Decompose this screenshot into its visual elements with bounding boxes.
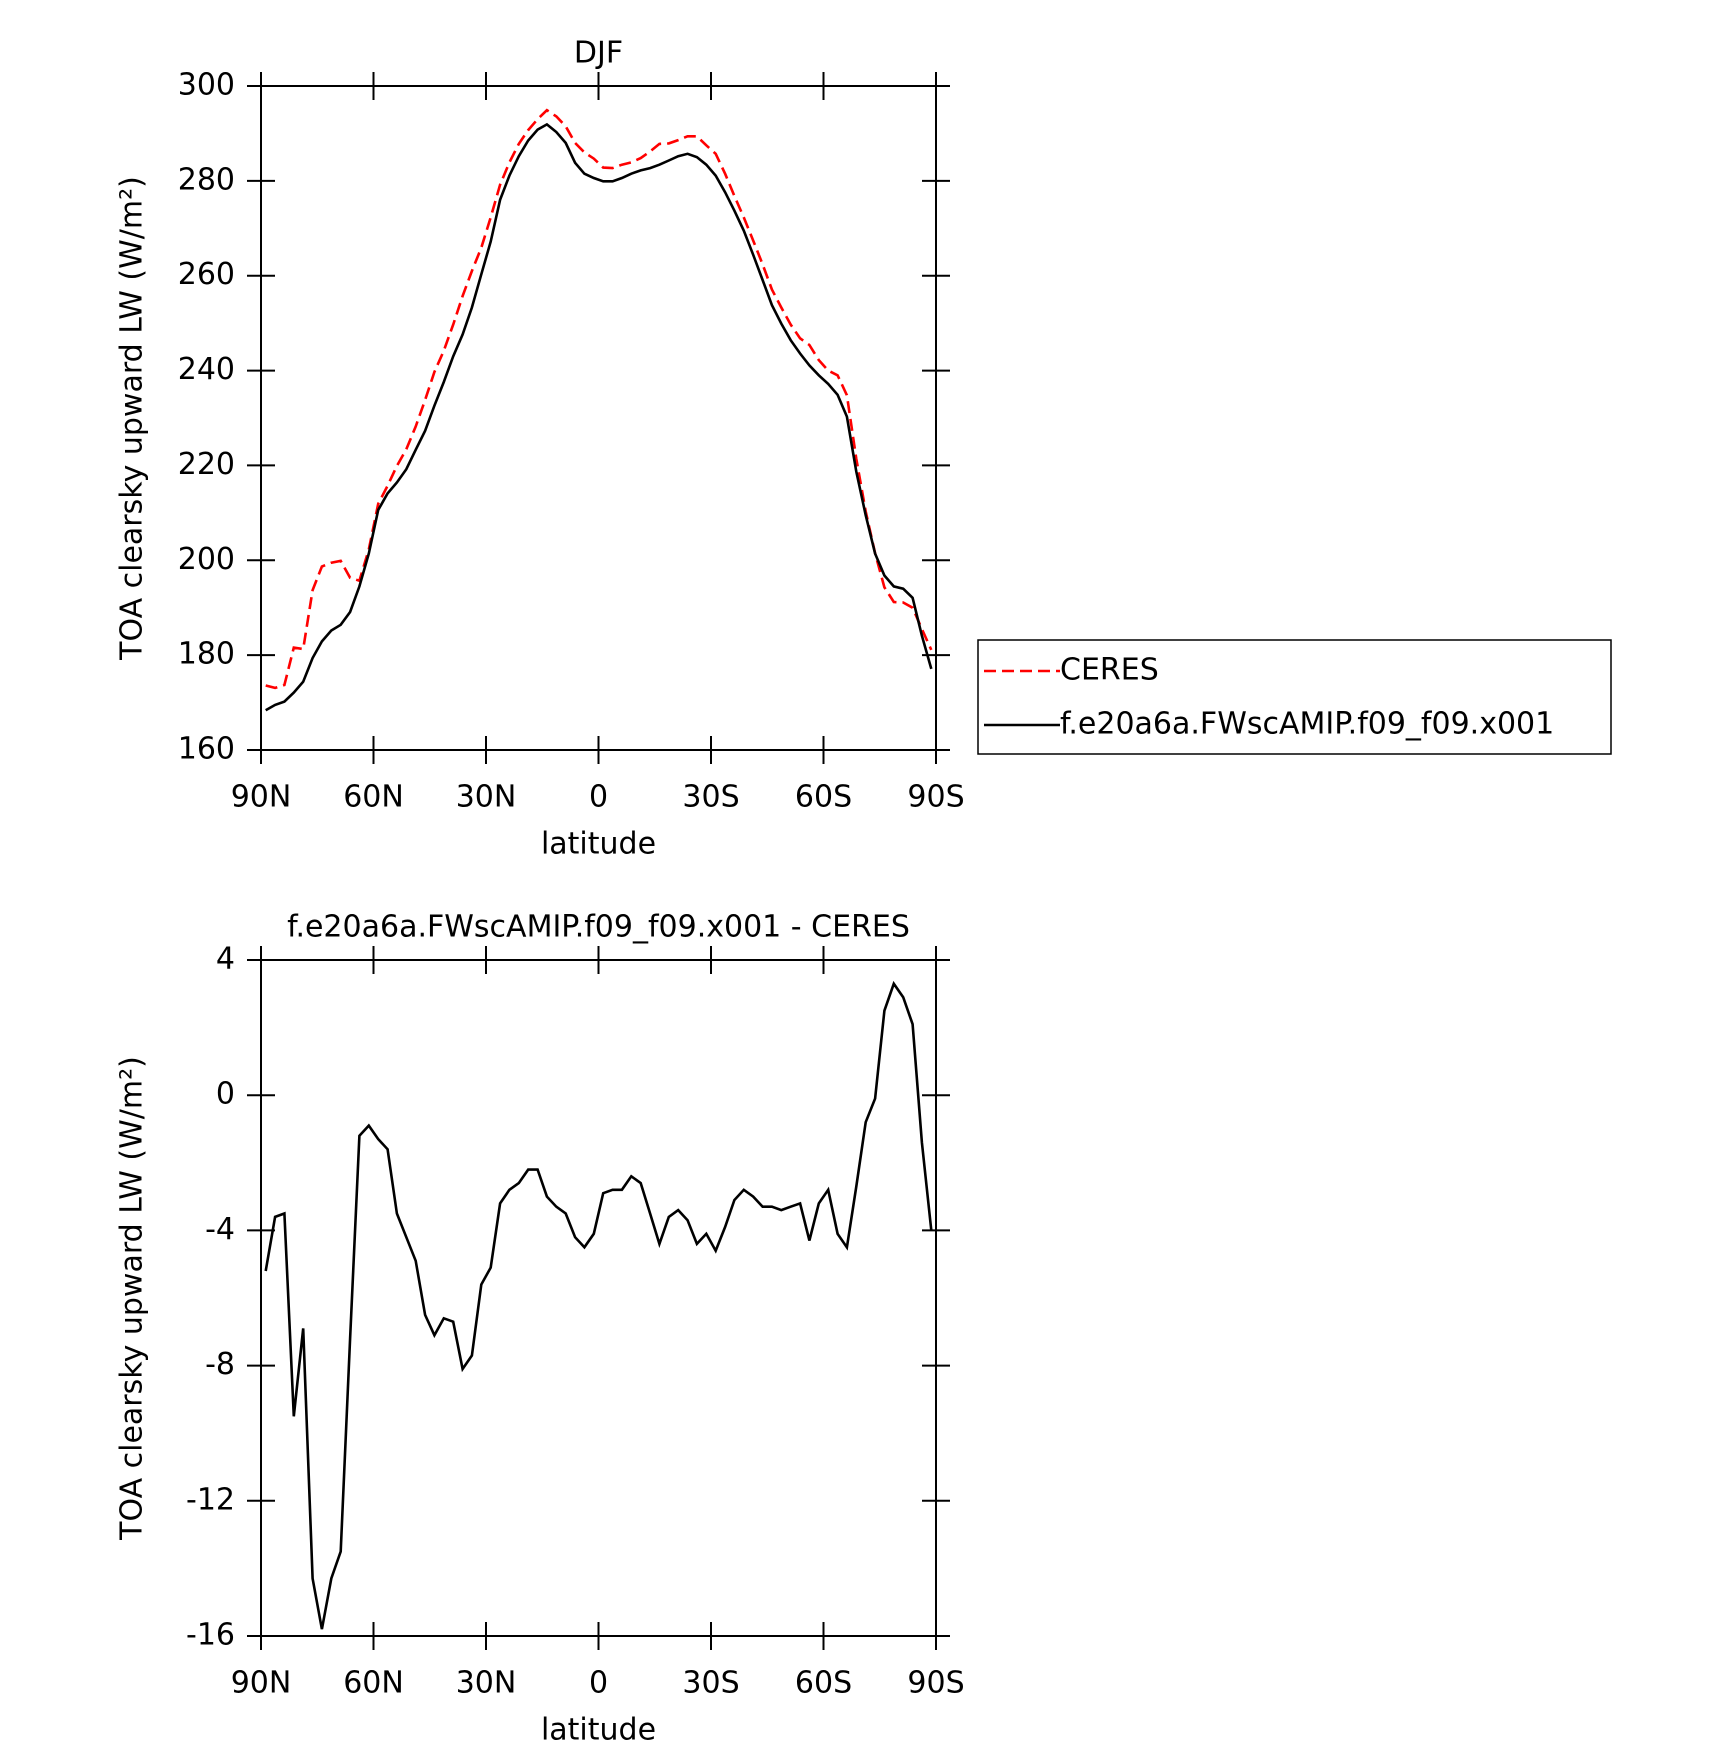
x-tick-label: 60S bbox=[795, 1666, 852, 1701]
y-tick-label: 260 bbox=[178, 257, 235, 292]
x-tick-label: 30N bbox=[456, 1666, 517, 1701]
chart-title: f.e20a6a.FWscAMIP.f09_f09.x001 - CERES bbox=[287, 910, 910, 945]
plot-frame bbox=[260, 85, 937, 751]
x-tick-label: 30S bbox=[682, 780, 739, 815]
x-tick-label: 90S bbox=[907, 1666, 964, 1701]
data-line bbox=[265, 122, 933, 712]
y-tick-label: 160 bbox=[178, 732, 235, 767]
y-tick-label: -4 bbox=[205, 1212, 235, 1247]
x-axis-label: latitude bbox=[541, 827, 656, 862]
y-tick-label: -16 bbox=[186, 1618, 235, 1653]
data-line bbox=[264, 980, 933, 1630]
y-tick-label: -12 bbox=[186, 1482, 235, 1517]
y-tick-label: -8 bbox=[205, 1347, 235, 1382]
x-tick-label: 60N bbox=[343, 1666, 404, 1701]
x-tick-label: 30N bbox=[456, 780, 517, 815]
y-axis-label: TOA clearsky upward LW (W/m²) bbox=[115, 176, 150, 661]
x-axis-label: latitude bbox=[541, 1713, 656, 1746]
chart-title: DJF bbox=[574, 36, 623, 71]
x-tick-label: 60S bbox=[795, 780, 852, 815]
legend-label: f.e20a6a.FWscAMIP.f09_f09.x001 bbox=[1060, 707, 1554, 742]
x-tick-label: 90N bbox=[231, 1666, 292, 1701]
legend-box bbox=[977, 639, 1612, 755]
plot-frame bbox=[260, 959, 937, 1637]
data-line bbox=[265, 108, 933, 690]
x-tick-label: 90N bbox=[231, 780, 292, 815]
y-axis-label: TOA clearsky upward LW (W/m²) bbox=[115, 1056, 150, 1541]
x-tick-label: 0 bbox=[589, 780, 608, 815]
y-tick-label: 0 bbox=[216, 1077, 235, 1112]
y-tick-label: 220 bbox=[178, 447, 235, 482]
legend-label: CERES bbox=[1060, 653, 1159, 688]
y-tick-label: 200 bbox=[178, 542, 235, 577]
y-tick-label: 240 bbox=[178, 352, 235, 387]
x-tick-label: 90S bbox=[907, 780, 964, 815]
x-tick-label: 30S bbox=[682, 1666, 739, 1701]
x-tick-label: 0 bbox=[589, 1666, 608, 1701]
y-tick-label: 280 bbox=[178, 162, 235, 197]
y-tick-label: 300 bbox=[178, 68, 235, 103]
x-tick-label: 60N bbox=[343, 780, 404, 815]
y-tick-label: 4 bbox=[216, 942, 235, 977]
y-tick-label: 180 bbox=[178, 637, 235, 672]
